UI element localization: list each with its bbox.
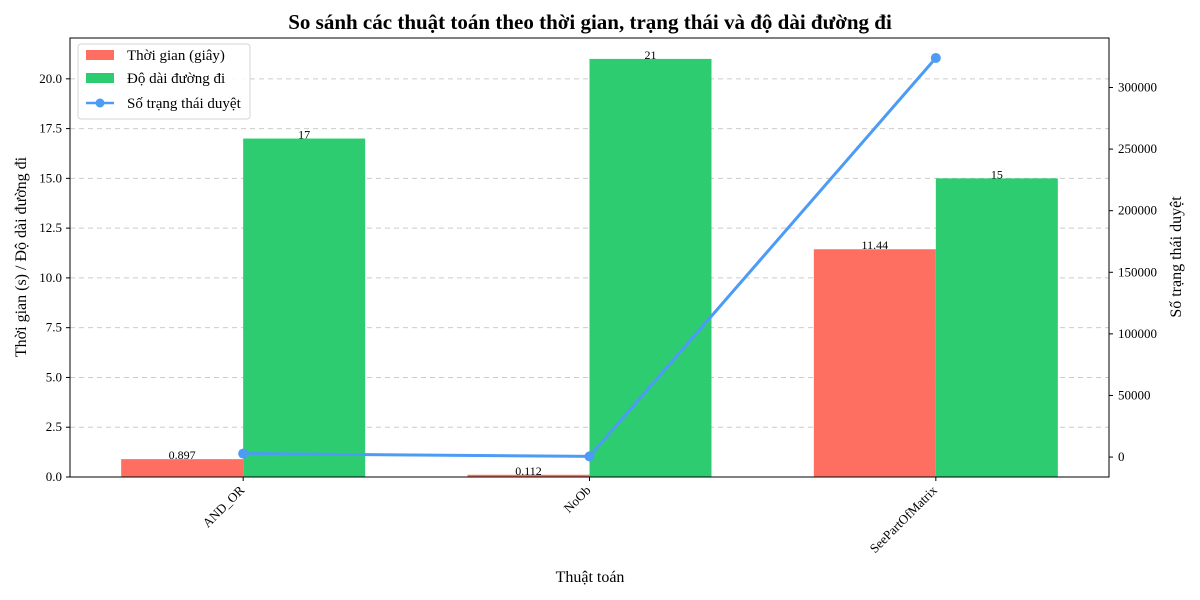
chart-title: So sánh các thuật toán theo thời gian, t… <box>288 10 892 34</box>
y2-tick-label: 300000 <box>1118 80 1157 95</box>
bar-value-label: 0.112 <box>515 464 542 478</box>
legend-marker-states <box>95 98 105 108</box>
bar <box>813 249 936 477</box>
y2-axis-ticks: 0 50000 100000 150000 200000 250000 300000 <box>1109 80 1157 464</box>
y2-tick-label: 100000 <box>1118 326 1157 341</box>
x-tick-label: NoOb <box>561 483 594 516</box>
bar-value-label: 21 <box>645 48 657 62</box>
legend-label-states: Số trạng thái duyệt <box>127 96 242 112</box>
x-tick-label: AND_OR <box>199 482 247 530</box>
bar-value-label: 17 <box>298 128 310 142</box>
legend-box <box>77 43 251 120</box>
x-tick-label: SeePartOfMatrix <box>867 482 941 556</box>
y-tick-label: 0.0 <box>46 469 62 484</box>
bar <box>243 138 366 478</box>
y-tick-label: 10.0 <box>39 270 62 285</box>
line-point <box>238 448 249 459</box>
y2-tick-label: 200000 <box>1118 203 1157 218</box>
legend-label-path-length: Độ dài đường đi <box>127 71 225 87</box>
y-tick-label: 7.5 <box>46 320 62 335</box>
y-tick-label: 15.0 <box>39 170 62 185</box>
y-tick-label: 20.0 <box>39 71 62 86</box>
bar-value-label: 15 <box>991 167 1003 181</box>
bar <box>121 459 244 477</box>
bar <box>935 178 1058 478</box>
bar-labels: 0.897 0.112 11.44 17 21 15 <box>169 48 1003 478</box>
legend-swatch-time <box>86 50 114 60</box>
x-axis-ticks: AND_OR NoOb SeePartOfMatrix <box>199 477 940 556</box>
line-series <box>238 52 941 462</box>
y-axis-ticks: 0.0 2.5 5.0 7.5 10.0 12.5 15.0 17.5 20.0 <box>39 71 70 484</box>
line-point <box>930 52 941 63</box>
y-axis-label: Thời gian (s) / Độ dài đường đi <box>13 156 30 357</box>
bar-value-label: 11.44 <box>862 238 889 252</box>
y2-axis-label: Số trạng thái duyệt <box>1168 196 1185 318</box>
y-tick-label: 5.0 <box>46 369 62 384</box>
legend-label-time: Thời gian (giây) <box>127 48 225 64</box>
y2-tick-label: 150000 <box>1118 264 1157 279</box>
y-tick-label: 17.5 <box>39 121 62 136</box>
legend-swatch-path-length <box>86 73 114 83</box>
bar <box>467 474 590 477</box>
bars <box>121 58 1058 478</box>
y2-tick-label: 0 <box>1118 449 1125 464</box>
y-tick-label: 2.5 <box>46 419 62 434</box>
legend: Thời gian (giây) Độ dài đường đi Số trạn… <box>77 43 251 120</box>
bar-value-label: 0.897 <box>169 448 196 462</box>
bar <box>589 58 712 478</box>
y-tick-label: 12.5 <box>39 220 62 235</box>
x-axis-label: Thuật toán <box>556 569 625 586</box>
y2-tick-label: 50000 <box>1118 387 1151 402</box>
y2-tick-label: 250000 <box>1118 141 1157 156</box>
line-point <box>584 451 595 462</box>
